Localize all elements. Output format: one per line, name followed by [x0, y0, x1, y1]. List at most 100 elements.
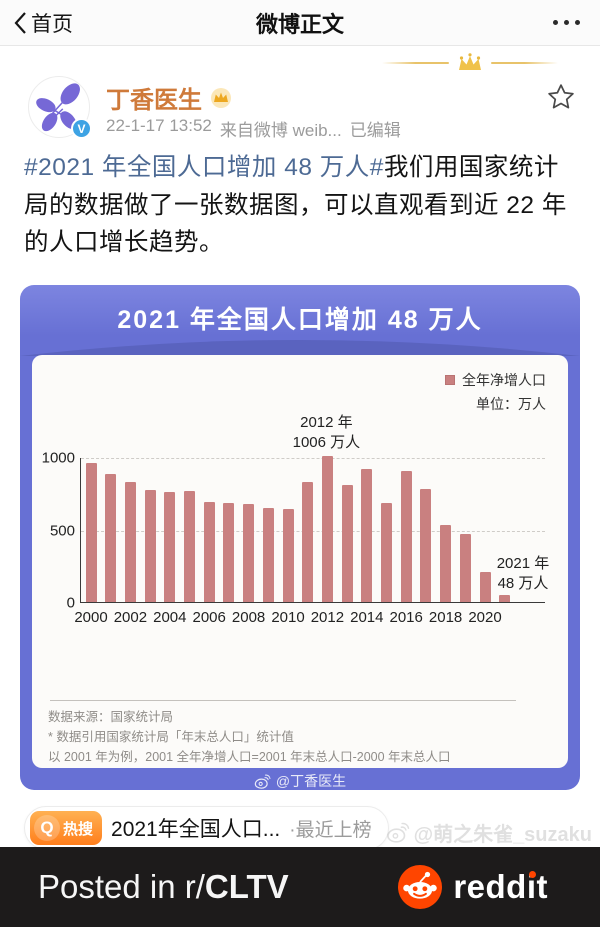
x-tick-2002: 2002 [113, 609, 148, 626]
bar-2002 [124, 482, 136, 602]
bar-2006 [203, 501, 215, 602]
bar-2010 [282, 509, 294, 602]
avatar[interactable]: V [28, 76, 92, 139]
bar-2018 [440, 525, 452, 602]
bar-2004 [164, 491, 176, 602]
gridline-1000 [81, 458, 545, 459]
x-tick-2000: 2000 [74, 609, 108, 626]
chart-header-arc [20, 340, 580, 356]
gold-line [491, 62, 558, 64]
x-tick-2012: 2012 [310, 609, 345, 626]
banner-prefix: Posted in r/ [38, 868, 205, 905]
x-tick-2006: 2006 [192, 609, 226, 626]
nav-bar: 首页 微博正文 [0, 0, 600, 46]
x-tick-2020: 2020 [468, 609, 502, 626]
membership-crown-badge-icon [211, 87, 231, 108]
favorite-star-button[interactable] [546, 82, 576, 117]
chart-credit: @丁香医生 [20, 771, 580, 791]
plot-area: 0 500 1000 2000 2002 2004 2006 2008 2010 2012 2014… [42, 450, 545, 626]
chart-footnotes: 数据来源：国家统计局 * 数据引用国家统计局「年末总人口」统计值 以 2001 … [48, 707, 451, 767]
x-tick-2018: 2018 [428, 609, 463, 626]
hot-search-badge: Q 热搜 [30, 811, 103, 845]
back-label: 首页 [31, 12, 73, 36]
weibo-icon [254, 774, 271, 789]
annotation-2021: 2021 年 48 万人 [480, 554, 566, 594]
x-tick-2010: 2010 [271, 609, 305, 626]
y-tick-0: 0 [66, 594, 75, 612]
chevron-left-icon [14, 11, 26, 34]
dingxiang-logo-icon [36, 83, 80, 132]
bar-2005 [184, 490, 195, 602]
bar-2017 [420, 489, 432, 602]
reddit-banner[interactable]: Posted in r/CLTV reddit [0, 847, 600, 927]
bar-2003 [144, 489, 156, 602]
bar-2008 [243, 504, 255, 602]
post-body-text: 我们用国家统计局的数据做了一张数据图，可以直观看到近 22 年的人口增长趋势。 [24, 154, 567, 256]
y-tick-500: 500 [49, 522, 75, 539]
bar-2015 [381, 503, 392, 602]
banner-text: Posted in r/CLTV [38, 868, 289, 906]
reddit-snoo-icon [398, 865, 443, 909]
bar-2000 [85, 463, 97, 602]
x-tick-2004: 2004 [153, 609, 187, 626]
gold-line [382, 62, 449, 64]
unit-label: 单位：万人 [476, 396, 546, 412]
bar-2021 [499, 595, 511, 602]
bar-2016 [400, 470, 412, 602]
post-meta: 22-1-17 13:52 来自微博 weib... 已编辑 [106, 116, 401, 141]
bar-2012 [321, 456, 333, 602]
hot-search-status: ·最近上榜 [289, 819, 372, 841]
chart-title: 2021 年全国人口增加 48 万人 [117, 306, 483, 334]
verified-badge-icon: V [71, 118, 92, 139]
dot-icon [564, 20, 569, 25]
x-tick-2008: 2008 [231, 609, 266, 626]
star-icon [548, 84, 574, 109]
post-body: #2021 年全国人口增加 48 万人#我们用国家统计局的数据做了一张数据图，可… [24, 149, 580, 262]
subreddit-name: CLTV [204, 868, 289, 905]
annotation-2012-year: 2012 年 [300, 414, 353, 431]
bar-2014 [361, 468, 373, 602]
annotation-2012: 2012 年 1006 万人 [293, 413, 361, 453]
chart-image[interactable]: 2021 年全国人口增加 48 万人 全年净增人口 单位：万人 2012 年 1… [20, 285, 580, 790]
annotation-2021-year: 2021 年 [496, 555, 550, 572]
chart-credit-handle: @丁香医生 [275, 773, 347, 789]
legend-label: 全年净增人口 [462, 372, 546, 388]
hashtag-link[interactable]: #2021 年全国人口增加 48 万人# [24, 154, 384, 181]
bar-2013 [341, 485, 353, 602]
dot-icon [553, 20, 558, 25]
hot-search-pill[interactable]: Q 热搜 2021年全国人口... ·最近上榜 [24, 806, 389, 850]
method-note: * 数据引用国家统计局「年末总人口」统计值 [48, 730, 294, 744]
watermark-handle: @萌之朱雀_suzaku [413, 824, 592, 846]
bar-2019 [459, 534, 471, 602]
bar-2011 [302, 482, 314, 602]
reddit-i-dot [529, 871, 537, 878]
page-title: 微博正文 [255, 11, 344, 37]
chart-canvas: 全年净增人口 单位：万人 2012 年 1006 万人 2021 年 48 万人… [32, 355, 568, 768]
annotation-2012-value: 1006 万人 [292, 434, 361, 451]
weibo-icon [386, 822, 409, 843]
edited-label: 已编辑 [349, 121, 401, 140]
post-source-link[interactable]: 来自微博 weib... [219, 121, 342, 140]
source-note: 数据来源：国家统计局 [48, 710, 174, 724]
chart-footnote-divider [50, 700, 516, 701]
x-tick-2016: 2016 [389, 609, 423, 626]
watermark: @萌之朱雀_suzaku [386, 818, 592, 847]
bar-2009 [262, 508, 274, 602]
legend-swatch [445, 375, 455, 385]
chart-legend: 全年净增人口 [445, 370, 546, 390]
hot-search-label: 热搜 [63, 820, 94, 838]
y-tick-1000: 1000 [41, 449, 75, 467]
hot-search-topic: 2021年全国人口... [111, 818, 281, 841]
reddit-wordmark: reddit [453, 868, 548, 906]
bar-2001 [105, 473, 117, 602]
bar-2020 [479, 572, 491, 602]
x-tick-2014: 2014 [350, 609, 384, 626]
author-name[interactable]: 丁香医生 [106, 87, 202, 114]
back-button[interactable]: 首页 [0, 0, 87, 45]
hot-search-q-icon: Q [34, 815, 60, 841]
dot-icon [575, 20, 580, 25]
more-options-button[interactable] [533, 0, 600, 45]
reddit-brand: reddit [398, 865, 548, 909]
crown-icon [459, 53, 481, 70]
annotation-2021-value: 48 万人 [497, 575, 549, 592]
